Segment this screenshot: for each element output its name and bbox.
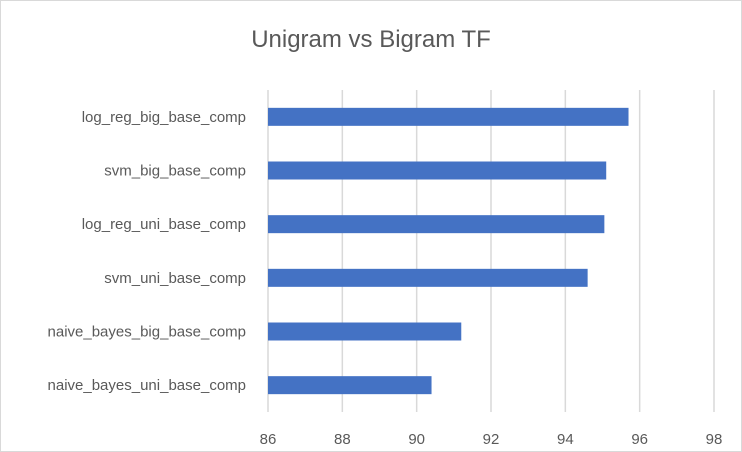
bar	[268, 107, 629, 126]
bar	[268, 322, 462, 341]
x-tick-label: 94	[557, 431, 574, 448]
category-label: naive_bayes_uni_base_comp	[48, 377, 246, 394]
bar	[268, 268, 588, 287]
x-tick-labels: 86 88 90 92 94 96 98	[260, 431, 723, 448]
category-labels: log_reg_big_base_comp svm_big_base_complo…	[48, 109, 246, 394]
category-label: naive_bayes_big_base_comp	[48, 324, 246, 341]
category-label: svm_big_base_comp	[104, 163, 246, 180]
category-label: log_reg_uni_base_comp	[82, 216, 246, 233]
bar	[268, 161, 607, 180]
x-tick-label: 98	[706, 431, 723, 448]
x-tick-label: 88	[334, 431, 351, 448]
category-label: svm_uni_base_comp	[104, 270, 246, 287]
chart-title: Unigram vs Bigram TF	[251, 26, 491, 53]
bars	[268, 107, 629, 395]
bar	[268, 376, 432, 395]
x-tick-label: 90	[408, 431, 425, 448]
gridlines	[267, 90, 715, 412]
x-tick-label: 86	[260, 431, 277, 448]
x-tick-label: 92	[483, 431, 500, 448]
category-label: log_reg_big_base_comp	[82, 109, 246, 126]
x-tick-label: 96	[631, 431, 648, 448]
bar	[268, 215, 605, 234]
